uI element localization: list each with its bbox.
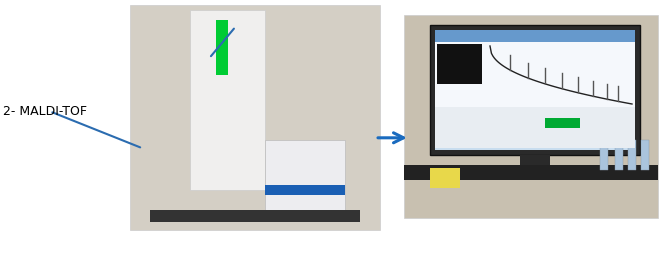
Bar: [190, 10, 265, 190]
Bar: [216, 20, 228, 75]
Bar: [404, 15, 658, 218]
Bar: [265, 185, 345, 195]
Bar: [130, 5, 380, 230]
Bar: [545, 118, 580, 128]
Bar: [435, 107, 635, 148]
Bar: [430, 168, 460, 188]
Bar: [600, 140, 608, 170]
Bar: [435, 42, 635, 107]
Bar: [628, 140, 636, 170]
Bar: [150, 210, 360, 222]
Text: 2- MALDI-TOF: 2- MALDI-TOF: [3, 105, 88, 118]
Bar: [615, 140, 623, 170]
Bar: [641, 140, 649, 170]
Bar: [437, 44, 482, 84]
Bar: [265, 140, 345, 215]
Bar: [430, 25, 640, 155]
Bar: [520, 155, 550, 167]
Bar: [404, 165, 658, 180]
Bar: [435, 30, 635, 150]
Bar: [435, 30, 635, 42]
